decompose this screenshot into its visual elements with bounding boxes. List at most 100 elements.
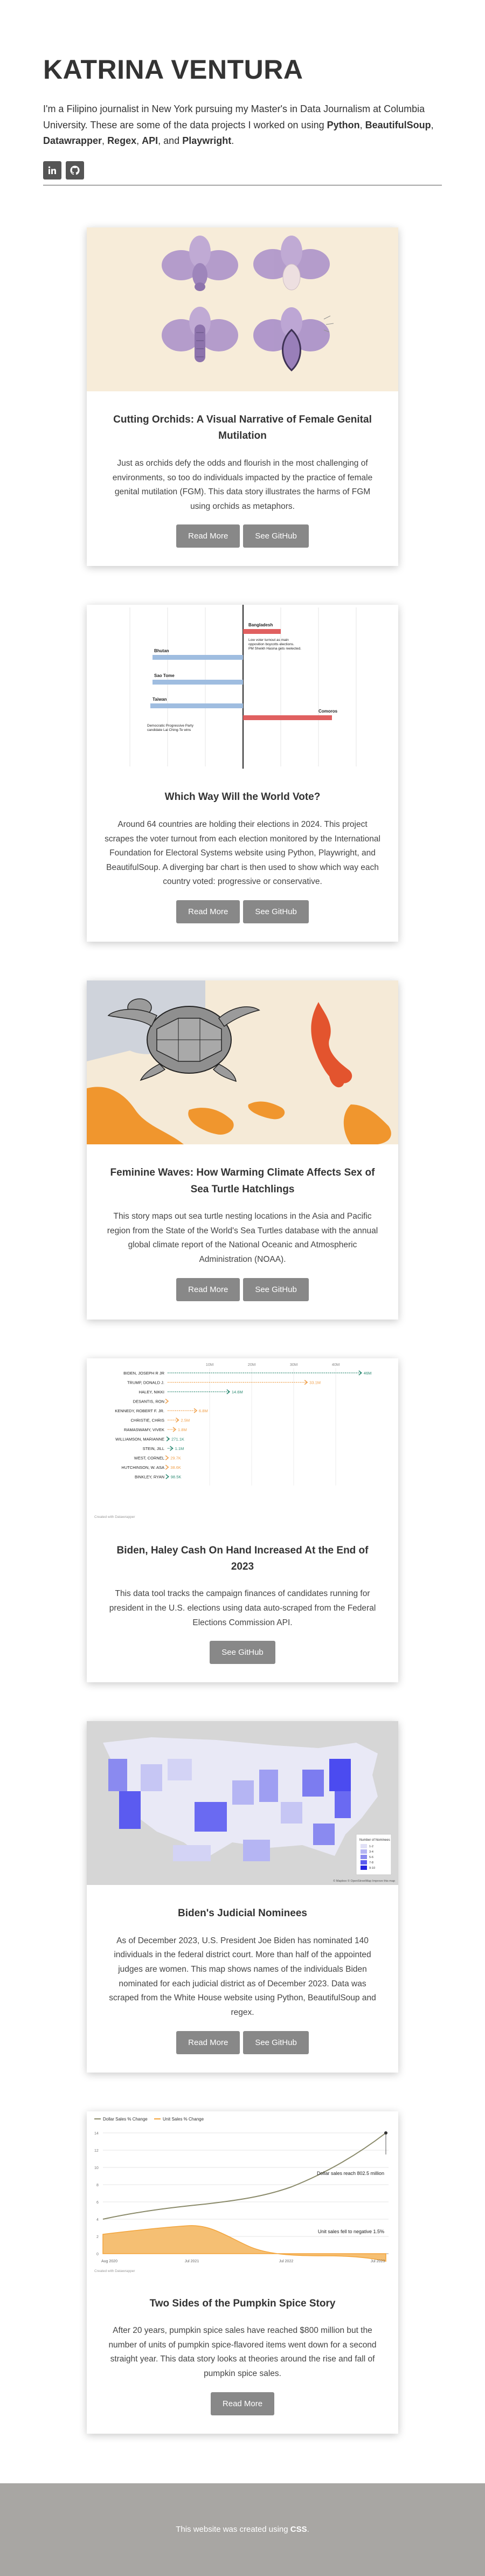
- see-github-button[interactable]: See GitHub: [243, 900, 309, 924]
- unit-sales-area: [102, 2225, 386, 2262]
- social-links: [43, 161, 442, 185]
- svg-text:Democratic Progressive Party: Democratic Progressive Party: [147, 724, 194, 728]
- cash-value-label: 98.5K: [171, 1474, 182, 1479]
- cash-value-label: 271.1K: [171, 1437, 184, 1441]
- cash-value-label: 2.5M: [181, 1418, 190, 1422]
- land-orange-4: [343, 1104, 391, 1145]
- read-more-button[interactable]: Read More: [176, 524, 240, 548]
- y-tick-labels: 14 12 10 8 6 4 2 0: [94, 2132, 99, 2256]
- country-label-comoros: Comoros: [318, 709, 338, 714]
- project-description: As of December 2023, U.S. President Joe …: [109, 1936, 376, 2017]
- diverging-bar-chart: Bangladesh Low voter turnout as main opp…: [87, 605, 398, 769]
- candidate-label: RAMASWAMY, VIVEK: [124, 1427, 164, 1432]
- svg-text:10: 10: [94, 2166, 99, 2170]
- project-card-pumpkin-spice: Dollar Sales % Change Unit Sales % Chang…: [87, 2111, 398, 2434]
- candidate-label: HUTCHINSON, W. ASA: [121, 1465, 164, 1470]
- cash-value-label: 14.6M: [232, 1390, 243, 1394]
- cash-on-hand-chart[interactable]: 10M 20M 30M 40M BIDEN, JOSEPH R JR 46M TRUMP, …: [87, 1358, 398, 1522]
- cash-arrow: [165, 1398, 169, 1404]
- candidate-label: HALEY, NIKKI: [139, 1390, 164, 1394]
- linkedin-button[interactable]: [43, 161, 61, 180]
- cash-arrow: [165, 1464, 169, 1470]
- project-buttons: Read More: [104, 2392, 381, 2415]
- project-card-cash-on-hand: 10M 20M 30M 40M BIDEN, JOSEPH R JR 46M TRUMP, …: [87, 1358, 398, 1683]
- chart-credit: Created with Datawrapper: [94, 2269, 135, 2273]
- candidate-label: BINKLEY, RYAN: [135, 1474, 164, 1479]
- asia-pacific-map: [87, 980, 398, 1145]
- project-card-judicial-nominees: Number of Nominees 1-2 3-4 5-6 7-8 9-10 …: [87, 1721, 398, 2073]
- cash-arrow: [170, 1445, 174, 1451]
- svg-text:2: 2: [96, 2235, 99, 2239]
- card-body: Feminine Waves: How Warming Climate Affe…: [87, 1144, 398, 1319]
- cash-arrow: [304, 1379, 308, 1385]
- svg-text:0: 0: [96, 2253, 99, 2256]
- candidate-label: WEST, CORNEL: [134, 1455, 164, 1460]
- bar-comoros: [243, 715, 332, 721]
- cash-value-label: 1.8M: [178, 1427, 187, 1432]
- github-button[interactable]: [66, 161, 84, 180]
- bar-sao-tome: [153, 680, 243, 685]
- candidate-label: DESANTIS, RON: [133, 1399, 164, 1404]
- dollar-sales-line: [102, 2132, 386, 2220]
- pumpkin-line-chart: Dollar Sales % Change Unit Sales % Chang…: [87, 2111, 398, 2275]
- x-tick-labels: Aug 2020 Jul 2021 Jul 2022 Jul 2023: [101, 2260, 385, 2263]
- see-github-button[interactable]: See GitHub: [243, 1277, 309, 1301]
- candidate-label: BIDEN, JOSEPH R JR: [123, 1371, 164, 1376]
- project-buttons: See GitHub: [104, 1641, 381, 1665]
- github-icon: [70, 165, 80, 175]
- candidate-label: KENNEDY, ROBERT F. JR.: [115, 1408, 164, 1413]
- country-label-sao-tome: Sao Tome: [154, 673, 175, 678]
- orchid-flower-2: [253, 236, 330, 291]
- svg-text:14: 14: [94, 2132, 99, 2136]
- chart-legend: Dollar Sales % Change Unit Sales % Chang…: [94, 2117, 204, 2122]
- cash-arrow: [172, 1426, 177, 1432]
- see-github-button[interactable]: See GitHub: [243, 524, 309, 548]
- read-more-button[interactable]: Read More: [176, 2031, 240, 2054]
- candidate-label: STEIN, JILL: [143, 1446, 164, 1451]
- footer-text: This website was created using CSS.: [176, 2525, 309, 2534]
- svg-text:3-4: 3-4: [369, 1850, 373, 1854]
- cash-arrow: [165, 1474, 169, 1479]
- read-more-button[interactable]: Read More: [176, 900, 240, 924]
- card-body: Cutting Orchids: A Visual Narrative of F…: [87, 391, 398, 566]
- see-github-button[interactable]: See GitHub: [210, 1641, 275, 1665]
- project-title: Biden's Judicial Nominees: [178, 1908, 307, 1919]
- svg-text:Jul 2023: Jul 2023: [371, 2260, 385, 2263]
- orchid-flower-1: [162, 236, 238, 292]
- pumpkin-spice-chart[interactable]: Dollar Sales % Change Unit Sales % Chang…: [87, 2111, 398, 2275]
- cash-arrow: [226, 1389, 231, 1394]
- card-body: Biden's Judicial Nominees As of December…: [87, 1885, 398, 2072]
- project-description: This story maps out sea turtle nesting l…: [107, 1211, 378, 1264]
- country-label-taiwan: Taiwan: [153, 697, 167, 702]
- country-label-bangladesh: Bangladesh: [248, 623, 273, 627]
- svg-text:candidate Lai Ching-Te wins: candidate Lai Ching-Te wins: [147, 728, 191, 732]
- district-shading: [108, 1759, 351, 1862]
- cash-arrow: [358, 1370, 363, 1376]
- svg-text:PM Sheikh Hasina gets reelecte: PM Sheikh Hasina gets reelected.: [248, 647, 301, 651]
- cash-value-label: 46M: [364, 1371, 372, 1376]
- read-more-button[interactable]: Read More: [210, 2392, 275, 2415]
- bar-taiwan: [150, 703, 243, 709]
- x-tick-label: 20M: [248, 1362, 256, 1367]
- cash-arrow: [176, 1417, 179, 1422]
- nominees-map[interactable]: Number of Nominees 1-2 3-4 5-6 7-8 9-10 …: [87, 1721, 398, 1886]
- svg-text:Aug 2020: Aug 2020: [101, 2260, 117, 2263]
- project-description: This data tool tracks the campaign finan…: [109, 1589, 376, 1627]
- see-github-button[interactable]: See GitHub: [243, 2031, 309, 2054]
- site-footer: This website was created using CSS.: [0, 2483, 485, 2576]
- project-title: Cutting Orchids: A Visual Narrative of F…: [113, 414, 372, 442]
- svg-text:Unit Sales % Change: Unit Sales % Change: [163, 2117, 204, 2122]
- card-body: Two Sides of the Pumpkin Spice Story Aft…: [87, 2275, 398, 2434]
- bio-text: I'm a Filipino journalist in New York pu…: [43, 103, 434, 147]
- read-more-button[interactable]: Read More: [176, 1277, 240, 1301]
- land-philippines: [311, 1002, 352, 1083]
- vote-chart-thumbnail[interactable]: Bangladesh Low voter turnout as main opp…: [87, 605, 398, 769]
- cash-arrow: [165, 1455, 169, 1460]
- linkedin-icon: [48, 166, 56, 175]
- orchids-illustration[interactable]: [87, 227, 398, 392]
- project-description: After 20 years, pumpkin spice sales have…: [108, 2326, 377, 2378]
- card-body: Biden, Haley Cash On Hand Increased At t…: [87, 1522, 398, 1683]
- candidate-label: WILLIAMSON, MARIANNE: [115, 1437, 164, 1441]
- cash-bar-chart: 10M 20M 30M 40M BIDEN, JOSEPH R JR 46M TRUMP, …: [87, 1358, 398, 1522]
- sea-turtle-map[interactable]: [87, 980, 398, 1145]
